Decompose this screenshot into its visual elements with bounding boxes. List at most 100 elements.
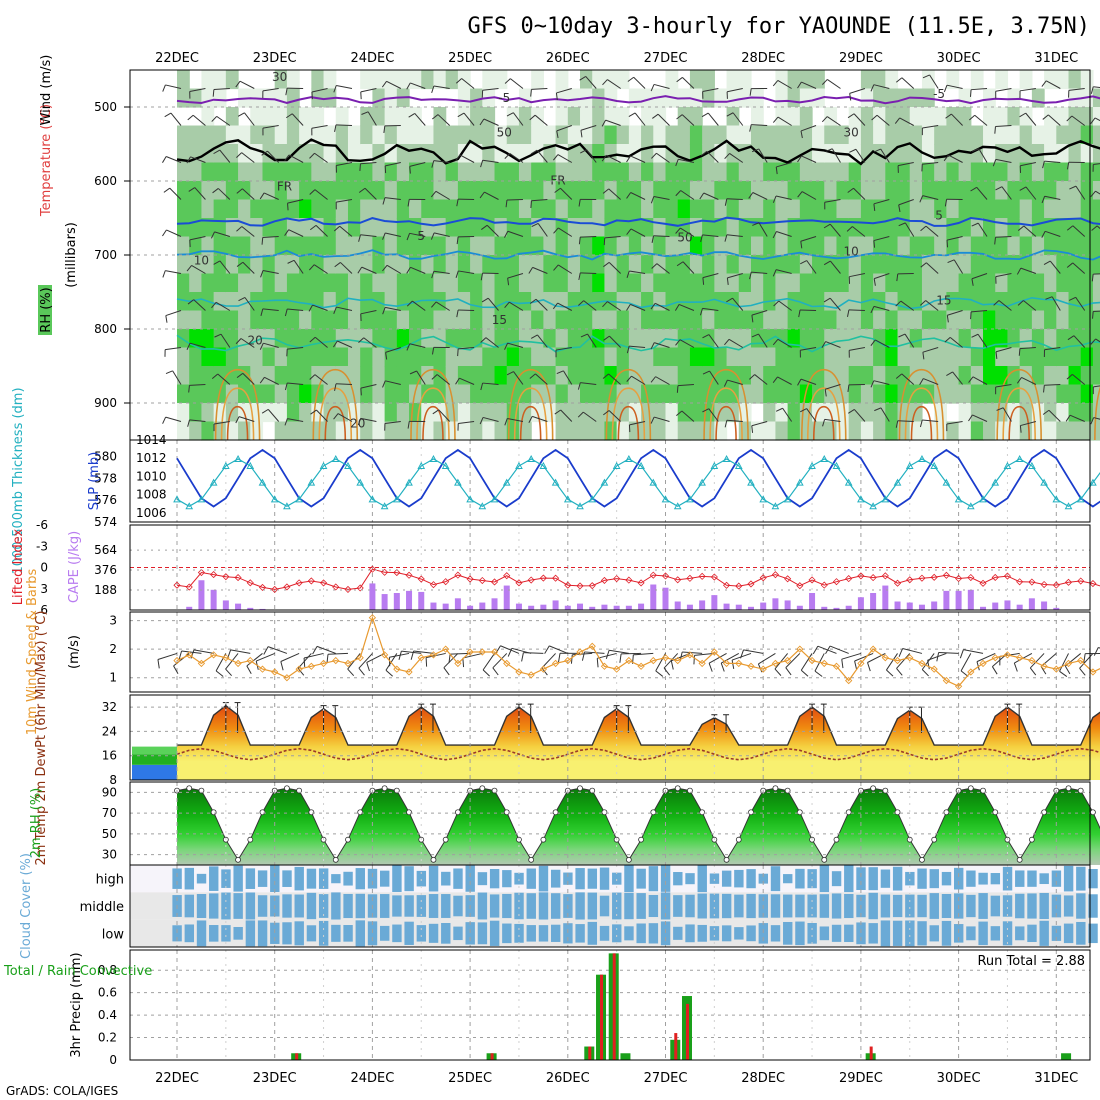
- wind-barb-flag: [309, 374, 316, 380]
- rh-shade-cell: [1068, 199, 1082, 219]
- rh-shade-cell: [335, 181, 349, 201]
- rh-shade-cell: [274, 162, 288, 182]
- rh-shade-cell: [702, 125, 715, 145]
- rh-shade-cell: [286, 181, 300, 201]
- isotherm-plume: [312, 368, 359, 441]
- rh-shade-cell: [812, 421, 825, 441]
- wind-barb-flag: [601, 154, 607, 162]
- rh-shade-cell: [641, 421, 654, 441]
- wind-barb: [708, 408, 719, 422]
- wind-barb: [728, 338, 744, 348]
- wind-barb: [364, 187, 377, 200]
- y-tick-label: 0.4: [98, 1008, 117, 1022]
- rh-shade-cell: [457, 125, 471, 145]
- rh-shade-cell: [653, 162, 667, 182]
- wind-barb: [385, 162, 401, 167]
- wind-barb: [1073, 335, 1086, 348]
- rh-shade-cell: [409, 107, 422, 127]
- rh2m-marker: [503, 809, 510, 816]
- rh-shade-cell: [372, 273, 386, 293]
- wind-speed-marker: [979, 659, 987, 668]
- wind-barb: [386, 264, 402, 274]
- cloud-cover-cell: [856, 867, 866, 891]
- temperature-axis-label: 2m Temp 2m DewPt (6hr Min/Max) (°C): [34, 611, 49, 866]
- contour-label: 30: [843, 126, 858, 140]
- wind-barb-flag: [578, 300, 585, 306]
- cloud-cover-cell: [196, 894, 207, 918]
- rh-shade-cell: [506, 199, 520, 219]
- wind-barb-flag: [333, 85, 337, 93]
- rh-shade-cell: [946, 384, 960, 404]
- rh-shade-cell: [506, 107, 520, 127]
- rh-shade-cell: [213, 162, 227, 182]
- cloud-cover-cell: [831, 924, 842, 942]
- isotherm-plume: [214, 368, 261, 441]
- wind-barb: [335, 383, 352, 385]
- rh-shade-cell: [555, 403, 569, 423]
- rh-shade-cell: [384, 236, 398, 256]
- bottom-date-label: 30DEC: [937, 1071, 981, 1086]
- rh-shade-cell: [983, 310, 996, 330]
- lifted-index-marker: [637, 579, 645, 587]
- wind-barb-flag: [359, 163, 361, 171]
- rh-shade-cell: [470, 107, 483, 127]
- rh-shade-cell: [201, 384, 215, 404]
- wind-barb-flag: [462, 658, 465, 668]
- cloud-cover-cell: [978, 921, 988, 946]
- rh-shade-cell: [995, 273, 1009, 293]
- wind-barb-flag: [944, 337, 951, 343]
- rh-shade-cell: [421, 218, 435, 238]
- precip-convective-bar: [490, 1053, 494, 1060]
- rh-shade-cell: [177, 181, 190, 201]
- wind-barb: [703, 192, 719, 200]
- rh-shade-cell: [286, 310, 300, 330]
- rh-shade-cell: [824, 236, 838, 256]
- wind-barb: [663, 653, 679, 669]
- wind-barb: [459, 377, 475, 385]
- rh-shade-cell: [885, 236, 899, 256]
- wind-barb-flag: [894, 117, 901, 124]
- y-tick-label: -6: [36, 518, 48, 532]
- wind-barb: [608, 188, 621, 200]
- wind-barb: [608, 261, 621, 274]
- rh-shade-cell: [323, 347, 337, 367]
- rh-shade-cell: [470, 236, 483, 256]
- rh-shade-cell: [812, 384, 825, 404]
- rh-shade-cell: [531, 162, 544, 182]
- rh-shade-cell: [494, 403, 508, 423]
- rh-shade-cell: [738, 366, 752, 386]
- rh-shade-cell: [225, 403, 239, 423]
- rh-shade-cell: [824, 107, 838, 127]
- wind-barb-flag: [188, 187, 196, 192]
- rh-shade-cell: [726, 162, 740, 182]
- wind-barb-flag: [1042, 160, 1045, 169]
- wind-speed-marker: [234, 659, 242, 668]
- wind-barb-flag: [628, 112, 636, 117]
- rh-shade-cell: [274, 421, 288, 441]
- cloud-cover-cell: [1051, 925, 1062, 941]
- isotherm-plume: [904, 387, 939, 441]
- rh-shade-cell: [567, 384, 581, 404]
- rh-shade-cell: [958, 292, 972, 312]
- wind-barb-flag: [896, 273, 899, 282]
- cloud-cover-cell: [612, 892, 622, 920]
- rh-shade-cell: [323, 329, 337, 349]
- rh2m-marker: [491, 787, 498, 794]
- wind-barb-flag: [797, 81, 802, 89]
- rh-shade-cell: [347, 236, 361, 256]
- rh-shade-cell: [360, 273, 373, 293]
- rh-shade-cell: [592, 255, 606, 275]
- rh-shade-cell: [1080, 421, 1094, 441]
- wind-barb: [532, 266, 548, 274]
- precip-axis-label: 3hr Precip (mm): [69, 952, 84, 1057]
- wind-barb: [170, 112, 182, 126]
- wind-barb: [412, 300, 426, 311]
- wind-speed-marker: [759, 665, 767, 673]
- thickness-marker: [344, 461, 352, 469]
- rh-shade-cell: [299, 329, 312, 349]
- rh-shade-cell: [494, 162, 508, 182]
- wind-barb-flag: [407, 199, 410, 207]
- rh-shade-cell: [885, 181, 899, 201]
- rh-shade-cell: [531, 273, 544, 293]
- bottom-date-label: 24DEC: [350, 1071, 394, 1086]
